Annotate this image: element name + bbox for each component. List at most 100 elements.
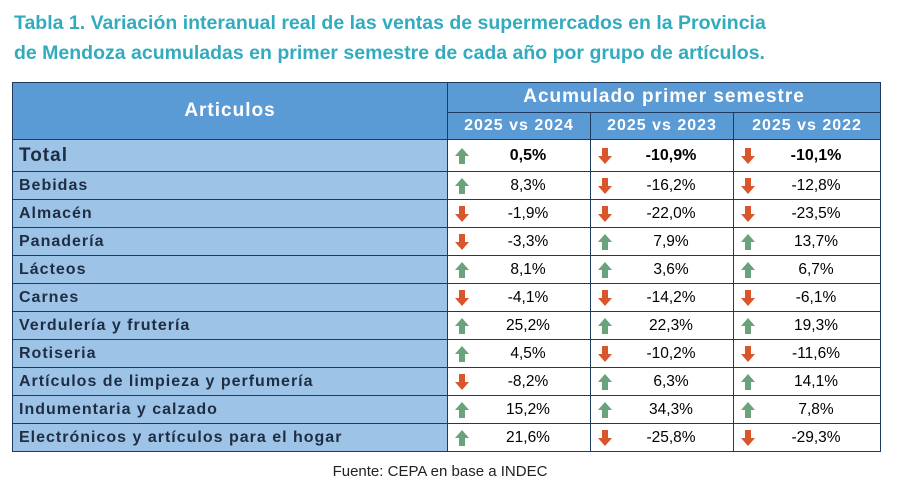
arrow-down	[455, 205, 469, 222]
arrow-down	[598, 345, 612, 362]
value-cell: 21,6%	[447, 423, 591, 452]
value-text: 14,1%	[794, 372, 838, 390]
arrow-up	[741, 317, 755, 334]
arrow-shape	[741, 317, 755, 334]
arrow-down	[741, 147, 755, 164]
table-row: Carnes -4,1% -14,2% -6,1%	[12, 283, 882, 312]
arrow-shape	[741, 205, 755, 222]
value-text: 7,8%	[798, 400, 834, 418]
arrow-up	[598, 317, 612, 334]
arrow-shape	[741, 233, 755, 250]
arrow-up	[455, 317, 469, 334]
value-cell: 3,6%	[590, 255, 734, 284]
arrow-down	[598, 205, 612, 222]
value-text: 34,3%	[649, 400, 693, 418]
arrow-shape	[455, 177, 469, 194]
value-cell: 7,9%	[590, 227, 734, 256]
arrow-down	[598, 289, 612, 306]
arrow-shape	[741, 345, 755, 362]
arrow-up	[455, 147, 469, 164]
value-text: -10,9%	[645, 146, 697, 164]
arrow-down	[598, 177, 612, 194]
arrow-down	[741, 429, 755, 446]
arrow-up	[598, 401, 612, 418]
table-row: Verdulería y frutería 25,2% 22,3% 19,3%	[12, 311, 882, 340]
arrow-up	[741, 261, 755, 278]
value-text: 8,3%	[510, 176, 546, 194]
value-text: 19,3%	[794, 316, 838, 334]
arrow-up	[455, 429, 469, 446]
arrow-down	[598, 429, 612, 446]
row-label: Lácteos	[12, 255, 448, 284]
arrow-shape	[598, 233, 612, 250]
value-cell: -29,3%	[732, 423, 882, 452]
arrow-shape	[455, 233, 469, 250]
value-text: -29,3%	[791, 428, 841, 446]
value-cell: 6,7%	[732, 255, 882, 284]
arrow-shape	[455, 147, 469, 164]
arrow-shape	[455, 317, 469, 334]
value-text: -10,2%	[646, 344, 696, 362]
column-header: 2025 vs 2023	[590, 111, 734, 141]
table-row: Artículos de limpieza y perfumería -8,2% 6…	[12, 367, 882, 396]
table-row: Almacén -1,9% -22,0% -23,5%	[12, 199, 882, 228]
column-header: 2025 vs 2024	[447, 111, 591, 141]
value-text: -3,3%	[507, 232, 549, 250]
table-row: Electrónicos y artículos para el hogar 21…	[12, 423, 882, 452]
value-text: -8,2%	[507, 372, 549, 390]
value-cell: -3,3%	[447, 227, 591, 256]
arrow-shape	[598, 401, 612, 418]
arrow-shape	[598, 147, 612, 164]
value-text: 0,5%	[509, 146, 547, 164]
arrow-up	[455, 401, 469, 418]
arrow-shape	[741, 147, 755, 164]
value-text: -22,0%	[646, 204, 696, 222]
arrow-shape	[455, 205, 469, 222]
table-row: Rotiseria 4,5% -10,2% -11,6%	[12, 339, 882, 368]
arrow-shape	[455, 345, 469, 362]
arrow-down	[455, 289, 469, 306]
value-text: -23,5%	[791, 204, 841, 222]
arrow-shape	[598, 205, 612, 222]
value-cell: 8,3%	[447, 171, 591, 200]
value-text: 7,9%	[653, 232, 689, 250]
arrow-shape	[741, 177, 755, 194]
title: Tabla 1. Variación interanual real de la…	[14, 8, 766, 68]
header-row: Articulos Acumulado primer semestre	[12, 82, 882, 140]
arrow-down	[741, 177, 755, 194]
arrow-shape	[455, 261, 469, 278]
arrow-shape	[455, 373, 469, 390]
table-body: Total 0,5% -10,9% -10,1% Bebidas 8,3% -16,2% -1…	[12, 139, 882, 452]
value-text: -14,2%	[646, 288, 696, 306]
value-cell: -25,8%	[590, 423, 734, 452]
arrow-shape	[598, 177, 612, 194]
arrow-shape	[598, 373, 612, 390]
arrow-shape	[598, 317, 612, 334]
row-label: Panadería	[12, 227, 448, 256]
value-cell: 15,2%	[447, 395, 591, 424]
value-text: -4,1%	[507, 288, 549, 306]
value-text: -6,1%	[795, 288, 837, 306]
arrow-down	[741, 345, 755, 362]
value-text: 6,3%	[653, 372, 689, 390]
arrow-shape	[598, 345, 612, 362]
arrow-up	[455, 261, 469, 278]
value-cell: -4,1%	[447, 283, 591, 312]
arrow-shape	[455, 289, 469, 306]
value-text: -25,8%	[646, 428, 696, 446]
value-cell: 4,5%	[447, 339, 591, 368]
arrow-down	[455, 373, 469, 390]
value-text: -16,2%	[646, 176, 696, 194]
value-cell: -10,9%	[590, 139, 734, 172]
arrow-down	[741, 205, 755, 222]
value-cell: -1,9%	[447, 199, 591, 228]
row-label: Indumentaria y calzado	[12, 395, 448, 424]
arrow-up	[455, 345, 469, 362]
table-row: Indumentaria y calzado 15,2% 34,3% 7,8%	[12, 395, 882, 424]
arrow-shape	[598, 429, 612, 446]
value-text: -12,8%	[791, 176, 841, 194]
value-text: 21,6%	[506, 428, 550, 446]
value-cell: 25,2%	[447, 311, 591, 340]
row-label: Bebidas	[12, 171, 448, 200]
